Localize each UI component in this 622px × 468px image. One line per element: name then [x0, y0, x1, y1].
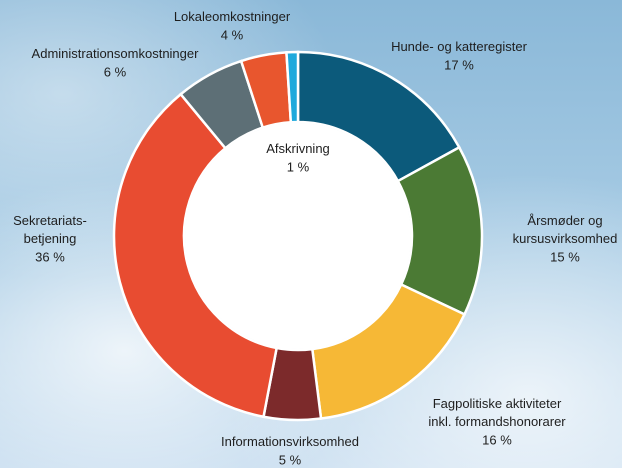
segment-label: Sekretariats-betjening	[13, 213, 87, 246]
segment-label: Afskrivning	[266, 141, 330, 156]
value-label: 6 %	[104, 64, 127, 79]
value-label: 15 %	[550, 249, 580, 264]
chart: Hunde- og katteregister 17 % Årsmøder ogku…	[0, 0, 622, 468]
value-label: 17 %	[444, 57, 474, 72]
value-label: 16 %	[482, 432, 512, 447]
value-label: 36 %	[35, 249, 65, 264]
segment-label: Hunde- og katteregister	[391, 39, 528, 54]
segment-label: Administrationsomkostninger	[32, 46, 200, 61]
donut-hole	[185, 123, 411, 349]
value-label: 1 %	[287, 159, 310, 174]
value-label: 5 %	[279, 452, 302, 467]
segment-label: Informationsvirksomhed	[221, 434, 359, 449]
value-label: 4 %	[221, 27, 244, 42]
page: Hunde- og katteregister 17 % Årsmøder ogku…	[0, 0, 622, 468]
segment-label: Lokaleomkostninger	[174, 9, 291, 24]
